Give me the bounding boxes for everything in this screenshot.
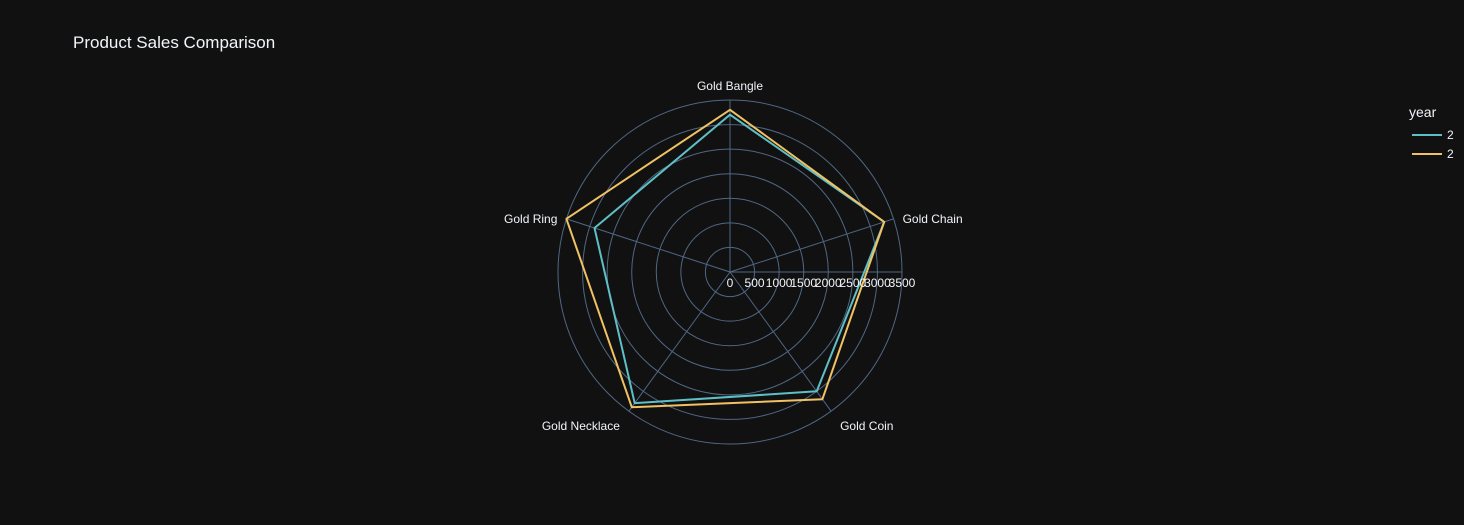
radial-tick-label-3000: 3000 bbox=[864, 276, 891, 290]
spoke-1 bbox=[729, 218, 894, 273]
radial-tick-label-0: 0 bbox=[727, 276, 734, 290]
radial-tick-label-3500: 3500 bbox=[889, 276, 916, 290]
legend-swatch-series-1 bbox=[1412, 152, 1442, 155]
spoke-3 bbox=[628, 271, 731, 412]
radar-grid bbox=[557, 99, 903, 445]
radial-tick-label-1000: 1000 bbox=[766, 276, 793, 290]
category-label-gold-chain: Gold Chain bbox=[903, 212, 963, 226]
spoke-2 bbox=[729, 271, 832, 412]
series-line-0[interactable] bbox=[593, 113, 886, 405]
category-label-gold-ring: Gold Ring bbox=[504, 212, 557, 226]
legend-item-series-0[interactable]: 2 bbox=[1409, 125, 1454, 144]
legend: year 2 2 bbox=[1409, 104, 1454, 163]
category-label-gold-coin: Gold Coin bbox=[840, 419, 893, 433]
spoke-4 bbox=[566, 218, 731, 273]
chart-title: Product Sales Comparison bbox=[73, 33, 276, 52]
category-label-gold-necklace: Gold Necklace bbox=[542, 419, 620, 433]
legend-swatch-series-0 bbox=[1412, 133, 1442, 136]
legend-title: year bbox=[1409, 104, 1437, 120]
radial-tick-label-2500: 2500 bbox=[840, 276, 867, 290]
radar-series bbox=[565, 108, 886, 409]
legend-label-series-1: 2 bbox=[1447, 146, 1454, 161]
radial-tick-label-1500: 1500 bbox=[790, 276, 817, 290]
radial-tick-label-500: 500 bbox=[745, 276, 765, 290]
legend-item-series-1[interactable]: 2 bbox=[1409, 144, 1454, 163]
series-line-1[interactable] bbox=[565, 108, 886, 409]
radial-tick-label-2000: 2000 bbox=[815, 276, 842, 290]
category-label-gold-bangle: Gold Bangle bbox=[697, 79, 763, 93]
legend-label-series-0: 2 bbox=[1447, 127, 1454, 142]
